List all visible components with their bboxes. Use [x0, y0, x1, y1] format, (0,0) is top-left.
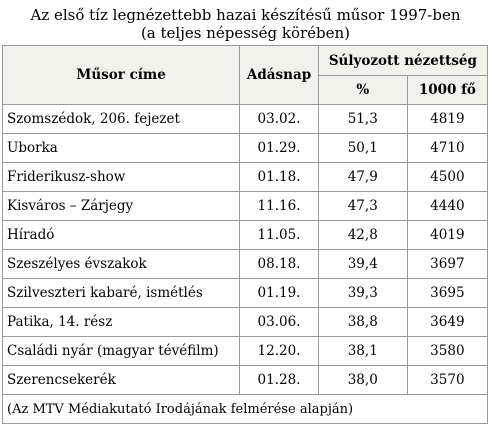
header-percent: %: [317, 75, 408, 105]
cell-percent: 47,3: [317, 191, 408, 221]
footnote-row: (Az MTV Médiakutató Irodájának felmérése…: [2, 394, 488, 424]
cell-date: 11.05.: [239, 220, 319, 250]
cell-program: Családi nyár (magyar tévéfilm): [1, 336, 241, 366]
table-row: Patika, 14. rész 03.06. 38,8 3649: [1, 307, 489, 337]
table-row: Híradó 11.05. 42,8 4019: [1, 220, 489, 250]
footnote: (Az MTV Médiakutató Irodájának felmérése…: [2, 394, 488, 424]
header-thousand: 1000 fő: [406, 75, 489, 105]
cell-percent: 50,1: [317, 133, 408, 163]
cell-thousand: 3695: [406, 278, 489, 308]
cell-program: Szeszélyes évszakok: [1, 249, 241, 279]
table-row: Szilveszteri kabaré, ismétlés 01.19. 39,3 3…: [1, 278, 489, 308]
header-rating: Súlyozott nézettség: [317, 45, 489, 76]
table-row: Szomszédok, 206. fejezet 03.02. 51,3 4819: [1, 104, 489, 134]
header-row: Műsor címe Adásnap Súlyozott nézettség: [1, 45, 489, 105]
cell-percent: 47,9: [317, 162, 408, 192]
subheader-row: % 1000 fő: [3, 75, 489, 105]
cell-percent: 38,8: [317, 307, 408, 337]
cell-thousand: 3580: [406, 336, 489, 366]
table-row: Szeszélyes évszakok 08.18. 39,4 3697: [1, 249, 489, 279]
header-date: Adásnap: [239, 45, 319, 105]
cell-thousand: 3697: [406, 249, 489, 279]
table-title: Az első tíz legnézettebb hazai készítésű…: [0, 6, 491, 42]
table-row: Családi nyár (magyar tévéfilm) 12.20. 38,1…: [1, 336, 489, 366]
cell-date: 01.29.: [239, 133, 319, 163]
cell-percent: 38,1: [317, 336, 408, 366]
table-row: Friderikusz-show 01.18. 47,9 4500: [1, 162, 489, 192]
cell-program: Uborka: [1, 133, 241, 163]
table-row: Kisváros – Zárjegy 11.16. 47,3 4440: [1, 191, 489, 221]
cell-percent: 39,4: [317, 249, 408, 279]
table-row: Szerencsekerék 01.28. 38,0 3570: [1, 365, 489, 395]
cell-thousand: 4710: [406, 133, 489, 163]
title-line-1: Az első tíz legnézettebb hazai készítésű…: [30, 6, 461, 24]
cell-percent: 42,8: [317, 220, 408, 250]
cell-program: Friderikusz-show: [1, 162, 241, 192]
cell-date: 01.28.: [239, 365, 319, 395]
cell-program: Szomszédok, 206. fejezet: [1, 104, 241, 134]
cell-date: 03.06.: [239, 307, 319, 337]
table-row: Uborka 01.29. 50,1 4710: [1, 133, 489, 163]
cell-program: Szerencsekerék: [1, 365, 241, 395]
cell-program: Szilveszteri kabaré, ismétlés: [1, 278, 241, 308]
header-program: Műsor címe: [1, 45, 241, 105]
cell-date: 08.18.: [239, 249, 319, 279]
cell-date: 01.18.: [239, 162, 319, 192]
cell-thousand: 3649: [406, 307, 489, 337]
cell-thousand: 4440: [406, 191, 489, 221]
cell-program: Patika, 14. rész: [1, 307, 241, 337]
cell-date: 11.16.: [239, 191, 319, 221]
cell-date: 01.19.: [239, 278, 319, 308]
cell-program: Híradó: [1, 220, 241, 250]
table-body: Szomszédok, 206. fejezet 03.02. 51,3 4819 Ub…: [1, 104, 489, 395]
cell-percent: 39,3: [317, 278, 408, 308]
cell-thousand: 4500: [406, 162, 489, 192]
cell-program: Kisváros – Zárjegy: [1, 191, 241, 221]
cell-percent: 38,0: [317, 365, 408, 395]
cell-thousand: 3570: [406, 365, 489, 395]
ratings-table: Műsor címe Adásnap Súlyozott nézettség %…: [1, 45, 489, 424]
cell-thousand: 4819: [406, 104, 489, 134]
cell-percent: 51,3: [317, 104, 408, 134]
cell-thousand: 4019: [406, 220, 489, 250]
cell-date: 12.20.: [239, 336, 319, 366]
cell-date: 03.02.: [239, 104, 319, 134]
title-line-2: (a teljes népesség körében): [140, 24, 351, 42]
